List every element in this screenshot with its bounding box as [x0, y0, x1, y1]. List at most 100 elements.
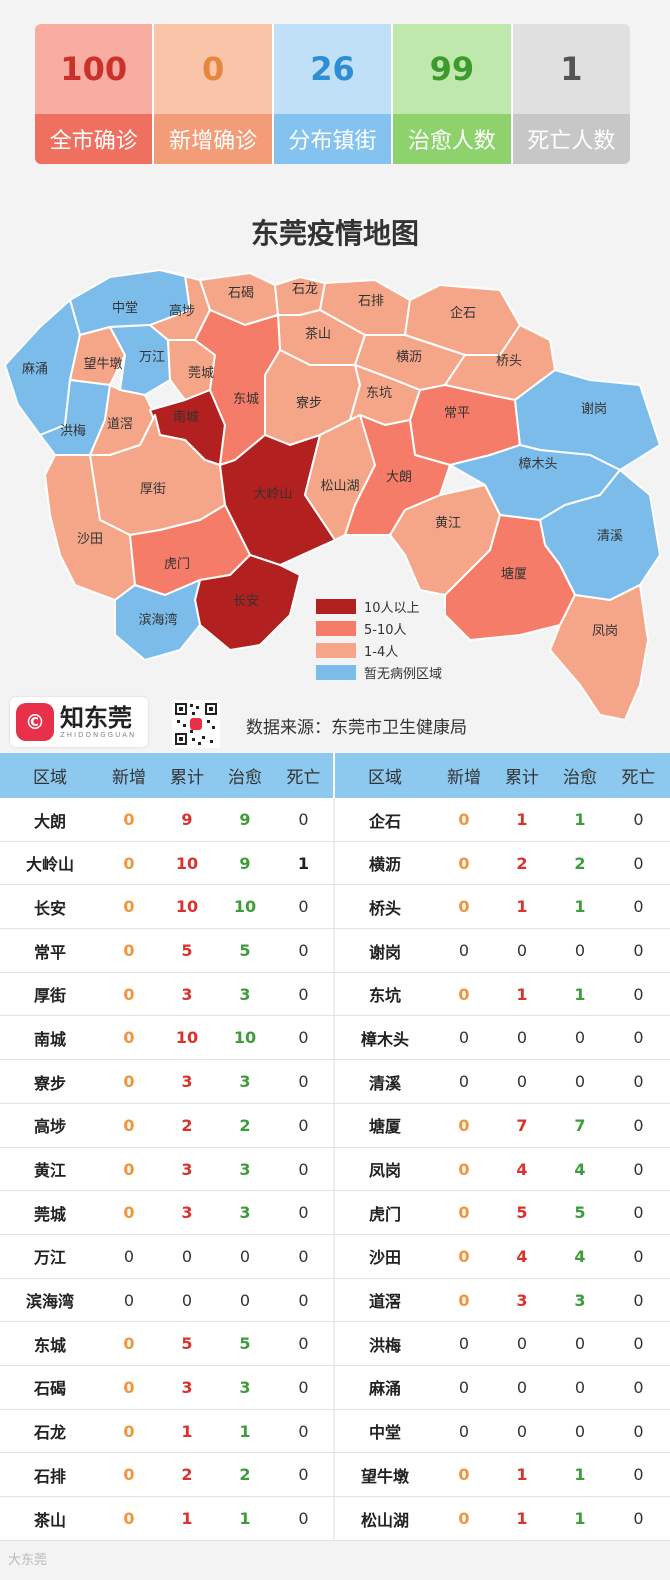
cell-region: 凤岗: [368, 1161, 401, 1180]
cell-cured: 1: [574, 1465, 586, 1485]
cell-new: 0: [458, 1246, 470, 1266]
table-row: 南城 0 10 10 0 樟木头 0 0 0 0: [0, 1016, 670, 1061]
cell-cured: 3: [239, 1377, 251, 1397]
legend-swatch: [316, 598, 356, 614]
cell-cured: 0: [574, 1028, 586, 1048]
cell-region: 道滘: [368, 1292, 401, 1312]
map-region-label: 石排: [358, 294, 384, 309]
cell-new: 0: [123, 1115, 135, 1135]
cell-new: 0: [123, 984, 135, 1004]
cell-total: 3: [181, 984, 193, 1004]
cell-region: 寮步: [33, 1073, 66, 1093]
legend-swatch: [316, 620, 356, 636]
cell-region: 石排: [33, 1466, 66, 1486]
cell-region: 石碣: [33, 1379, 66, 1399]
cell-region: 企石: [368, 811, 401, 831]
cell-cured: 2: [239, 1115, 251, 1135]
cell-cured: 0: [239, 1246, 251, 1266]
cell-new: 0: [458, 984, 470, 1004]
column-header: 治愈: [563, 768, 597, 788]
cell-total: 4: [516, 1246, 528, 1266]
cell-new: 0: [458, 1290, 470, 1310]
map-region-label: 常平: [444, 406, 470, 421]
cell-new: 0: [458, 1028, 470, 1048]
cell-cured: 5: [239, 941, 251, 961]
qr-code-icon: [172, 700, 220, 748]
cell-cured: 2: [239, 1465, 251, 1485]
cell-cured: 3: [574, 1290, 586, 1310]
cell-cured: 1: [239, 1509, 251, 1528]
map-region-label: 中堂: [112, 301, 138, 316]
cell-deaths: 0: [633, 853, 644, 873]
table-row: 茶山 0 1 1 0 松山湖 0 1 1 0: [0, 1497, 670, 1541]
cell-total: 9: [181, 810, 193, 829]
cell-total: 1: [516, 897, 528, 917]
cell-deaths: 0: [298, 1246, 309, 1266]
cell-region: 樟木头: [360, 1029, 409, 1049]
map-region: [69, 326, 126, 386]
stat-deaths: 1 死亡人数: [512, 24, 630, 164]
cell-deaths: 0: [633, 1203, 644, 1223]
cell-cured: 3: [239, 1159, 251, 1179]
stat-value: 26: [273, 24, 392, 114]
cell-total: 0: [516, 1072, 528, 1092]
cell-new: 0: [458, 1115, 470, 1135]
column-header: 区域: [368, 768, 402, 788]
cell-new: 0: [123, 1072, 135, 1092]
stat-label: 死亡人数: [512, 114, 630, 164]
cell-deaths: 0: [633, 1159, 644, 1179]
cell-new: 0: [458, 810, 470, 829]
cell-new: 0: [123, 897, 135, 917]
column-header: 累计: [505, 768, 539, 788]
table-row: 大岭山 0 10 9 1 横沥 0 2 2 0: [0, 841, 670, 886]
legend-label: 1-4人: [364, 644, 399, 660]
map-region: [114, 579, 201, 661]
cell-region: 东城: [33, 1335, 66, 1355]
brand-logo-icon: ©: [16, 703, 54, 741]
cell-region: 厚街: [33, 986, 66, 1006]
cell-cured: 10: [233, 1028, 257, 1048]
legend-swatch: [316, 664, 356, 680]
cell-region: 洪梅: [368, 1335, 401, 1355]
cell-new: 0: [458, 853, 470, 873]
cell-deaths: 0: [298, 1334, 309, 1354]
cell-deaths: 0: [298, 1290, 309, 1310]
map-region-label: 望牛墩: [83, 356, 122, 372]
cell-deaths: 0: [633, 1072, 644, 1092]
cell-cured: 10: [233, 897, 257, 917]
cell-deaths: 0: [298, 1115, 309, 1135]
cell-cured: 1: [574, 897, 586, 917]
cell-region: 黄江: [33, 1161, 66, 1180]
cell-new: 0: [458, 1465, 470, 1485]
cell-region: 茶山: [33, 1510, 66, 1530]
cell-total: 2: [181, 1115, 193, 1135]
cell-deaths: 0: [633, 897, 644, 917]
cell-deaths: 0: [633, 1290, 644, 1310]
cell-deaths: 0: [633, 1377, 644, 1397]
legend-label: 暂无病例区域: [364, 666, 443, 682]
legend-label: 10人以上: [364, 600, 420, 616]
map-region-label: 石龙: [292, 282, 318, 297]
cell-cured: 1: [574, 810, 586, 829]
cell-total: 5: [181, 1334, 193, 1354]
cell-new: 0: [123, 1465, 135, 1485]
cell-deaths: 0: [633, 1421, 644, 1441]
cell-region: 虎门: [368, 1204, 401, 1224]
legend-item: 1-4人: [316, 639, 442, 661]
cell-deaths: 0: [298, 1421, 309, 1441]
cell-new: 0: [123, 941, 135, 961]
cell-deaths: 0: [298, 1377, 309, 1397]
cell-deaths: 0: [633, 941, 644, 961]
column-header: 死亡: [286, 768, 321, 788]
data-source: 数据来源：东莞市卫生健康局: [246, 718, 467, 738]
cell-cured: 5: [239, 1334, 251, 1354]
table-row: 黄江 0 3 3 0 凤岗 0 4 4 0: [0, 1147, 670, 1192]
cell-total: 0: [516, 1421, 528, 1441]
cell-cured: 9: [239, 810, 251, 829]
cell-region: 清溪: [368, 1073, 401, 1093]
cell-deaths: 0: [633, 1115, 644, 1135]
cell-cured: 3: [239, 1072, 251, 1092]
stat-towns: 26 分布镇街: [273, 24, 394, 164]
cell-cured: 1: [239, 1421, 251, 1441]
table-row: 滨海湾 0 0 0 0 道滘 0 3 3 0: [0, 1278, 670, 1323]
